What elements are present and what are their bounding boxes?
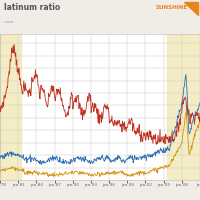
Text: .com: .com	[4, 20, 14, 24]
Text: latinum ratio: latinum ratio	[4, 3, 60, 12]
Bar	[0, 34, 21, 180]
Bar	[167, 34, 200, 180]
Text: SUNSHINE: SUNSHINE	[156, 5, 188, 10]
Polygon shape	[184, 2, 198, 15]
